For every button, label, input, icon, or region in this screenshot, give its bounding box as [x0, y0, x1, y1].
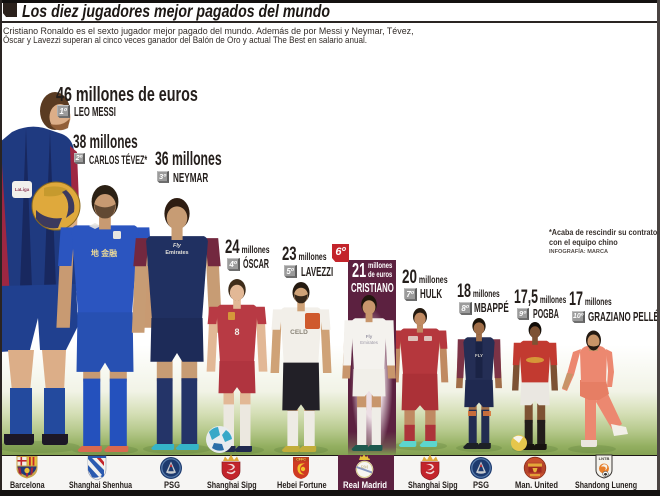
svg-text:FLY: FLY: [475, 353, 483, 358]
svg-text:CELD: CELD: [290, 329, 308, 336]
svg-text:CFFC: CFFC: [296, 458, 306, 462]
svg-text:LNTB: LNTB: [599, 456, 610, 461]
svg-text:地 金融: 地 金融: [91, 248, 117, 258]
svg-text:Fly: Fly: [173, 243, 182, 249]
svg-text:8: 8: [234, 327, 239, 337]
svg-text:LaLiga: LaLiga: [15, 187, 30, 192]
svg-text:Emirates: Emirates: [165, 250, 188, 256]
svg-text:Emirates: Emirates: [360, 340, 379, 345]
svg-text:Fly: Fly: [366, 334, 373, 339]
svg-text:RM: RM: [361, 465, 368, 470]
